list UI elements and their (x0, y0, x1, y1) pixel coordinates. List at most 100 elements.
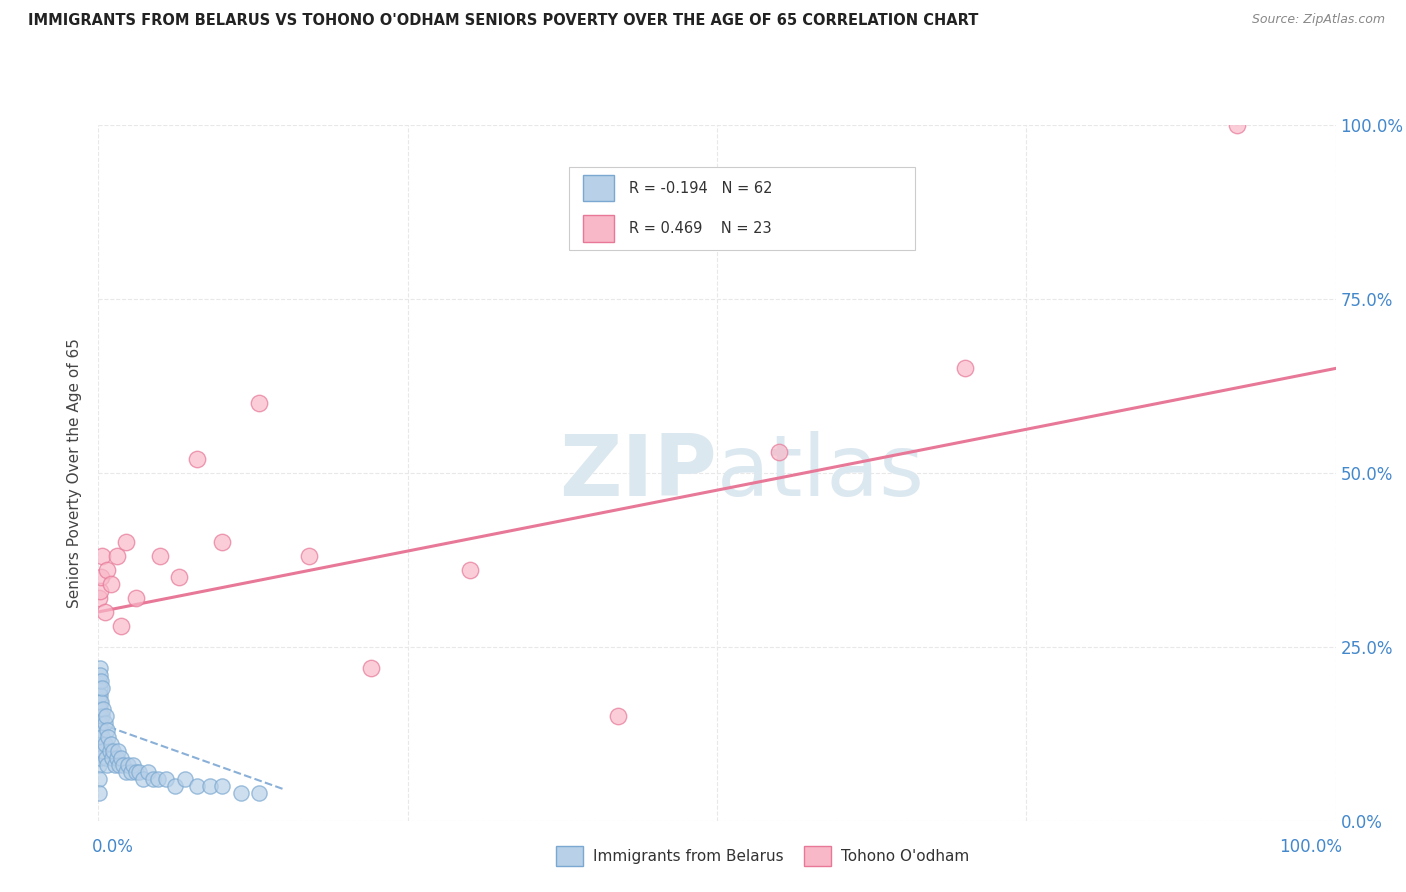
Point (105, 751, 128, 765)
FancyBboxPatch shape (568, 167, 915, 250)
Point (117, 758, 139, 772)
Point (87, 716, 110, 731)
Point (211, 535, 233, 549)
Point (768, 445, 790, 459)
Point (89, 723, 111, 738)
Point (89, 689, 111, 703)
Point (105, 549, 128, 564)
Point (458, 563, 481, 577)
Bar (557, 847, 583, 866)
Point (211, 779, 233, 793)
Point (90, 674, 112, 689)
Point (96, 723, 118, 738)
Point (93, 605, 115, 619)
Point (100, 737, 122, 751)
Point (87, 689, 110, 703)
Point (98, 744, 121, 758)
Point (103, 744, 125, 758)
Point (155, 772, 177, 786)
Point (298, 549, 321, 564)
Text: IMMIGRANTS FROM BELARUS VS TOHONO O'ODHAM SENIORS POVERTY OVER THE AGE OF 65 COR: IMMIGRANTS FROM BELARUS VS TOHONO O'ODHA… (28, 13, 979, 29)
Point (89, 660, 111, 674)
Point (149, 549, 172, 564)
Point (91, 730, 114, 744)
Point (247, 396, 270, 410)
Point (165, 779, 187, 793)
Point (174, 772, 197, 786)
Point (87, 772, 110, 786)
Point (94, 709, 117, 723)
Text: 100.0%: 100.0% (1279, 838, 1341, 856)
Point (114, 764, 136, 779)
Point (89, 584, 111, 599)
Point (87, 702, 110, 716)
Point (108, 758, 131, 772)
Point (107, 744, 129, 758)
Point (90, 695, 112, 709)
Point (89, 702, 111, 716)
Point (89, 674, 111, 689)
Point (229, 786, 252, 800)
Point (91, 681, 114, 696)
Point (87, 744, 110, 758)
Text: R = 0.469    N = 23: R = 0.469 N = 23 (630, 221, 772, 236)
Y-axis label: Seniors Poverty Over the Age of 65: Seniors Poverty Over the Age of 65 (67, 338, 83, 607)
Text: R = -0.194   N = 62: R = -0.194 N = 62 (630, 181, 773, 195)
Text: 0.0%: 0.0% (93, 838, 134, 856)
Text: Source: ZipAtlas.com: Source: ZipAtlas.com (1251, 13, 1385, 27)
Text: atlas: atlas (717, 431, 925, 515)
Point (93, 716, 115, 731)
Text: Immigrants from Belarus: Immigrants from Belarus (593, 848, 785, 863)
Text: Tohono O'odham: Tohono O'odham (841, 848, 969, 863)
Point (124, 764, 146, 779)
Point (89, 695, 111, 709)
Bar (583, 175, 614, 202)
Point (87, 591, 110, 605)
Point (89, 667, 111, 681)
Point (132, 772, 155, 786)
Point (146, 772, 169, 786)
Point (112, 758, 135, 772)
Point (247, 786, 270, 800)
Point (198, 779, 221, 793)
Point (953, 361, 976, 376)
Point (94, 751, 117, 765)
Point (87, 786, 110, 800)
Point (93, 744, 115, 758)
Bar (804, 847, 831, 866)
Point (91, 549, 114, 564)
Point (101, 751, 124, 765)
Bar (583, 215, 614, 242)
Point (1226, 118, 1249, 132)
Point (89, 751, 111, 765)
Point (96, 563, 118, 577)
Point (110, 619, 132, 633)
Point (120, 764, 142, 779)
Point (89, 681, 111, 696)
Point (93, 702, 115, 716)
Point (122, 758, 145, 772)
Point (90, 570, 112, 584)
Point (124, 591, 146, 605)
Point (360, 660, 382, 674)
Point (89, 709, 111, 723)
Point (89, 716, 111, 731)
Point (186, 451, 208, 466)
Point (87, 758, 110, 772)
Point (110, 751, 132, 765)
Point (93, 737, 115, 751)
Point (103, 758, 125, 772)
Point (87, 730, 110, 744)
Point (96, 758, 118, 772)
Point (128, 764, 150, 779)
Point (97, 730, 120, 744)
Point (114, 535, 136, 549)
Text: ZIP: ZIP (560, 431, 717, 515)
Point (186, 779, 208, 793)
Point (100, 577, 122, 591)
Point (607, 709, 630, 723)
Point (90, 709, 112, 723)
Point (142, 772, 165, 786)
Point (136, 764, 159, 779)
Point (90, 723, 112, 738)
